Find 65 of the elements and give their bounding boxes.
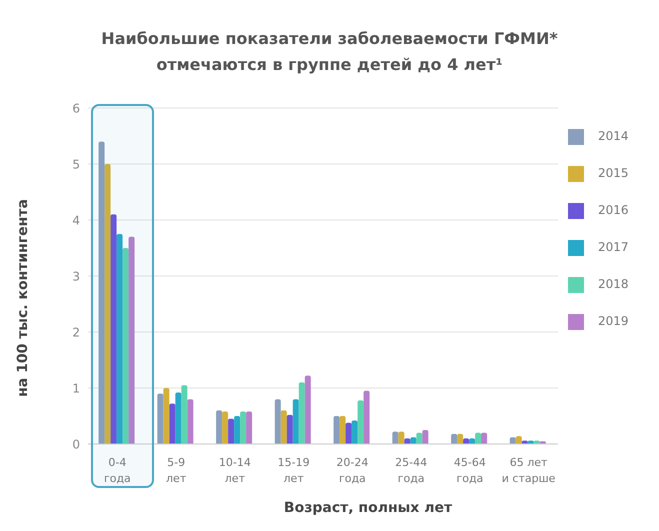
bar [457, 434, 464, 444]
bar [280, 410, 287, 444]
x-tick-label: 20-24 года [336, 456, 368, 485]
x-tick-label: 25-44 года [395, 456, 428, 485]
bar [340, 416, 346, 444]
bar [98, 142, 105, 444]
legend-label: 2015 [598, 166, 629, 180]
bar [346, 422, 352, 444]
chart-title: Наибольшие показатели заболеваемости ГФМИ* отмечаются в группе детей до 4 лет¹ [100, 28, 559, 76]
bar [175, 392, 182, 444]
bar [516, 436, 522, 444]
bar [286, 414, 293, 444]
y-tick-label: 3 [72, 269, 80, 284]
bar [116, 234, 123, 444]
legend-label: 2019 [598, 314, 629, 328]
x-axis-title: Возраст, полных лет [282, 500, 454, 516]
bar [228, 418, 234, 444]
y-tick-label: 0 [72, 437, 80, 452]
x-tick-label: 65 лет и старше [502, 456, 556, 485]
bar [358, 400, 364, 444]
bar [216, 410, 222, 444]
bar [122, 248, 129, 444]
bar [110, 214, 117, 444]
bar [352, 420, 358, 444]
bar [481, 432, 488, 444]
bar [398, 432, 404, 444]
bar [292, 399, 299, 444]
y-tick-label: 5 [72, 157, 80, 172]
bar [364, 390, 370, 444]
x-tick-label: 0-4 года [104, 456, 131, 485]
bar [274, 399, 281, 444]
y-tick-label: 6 [72, 101, 80, 116]
y-tick-label: 2 [72, 325, 80, 340]
x-tick-label: 45-64 года [454, 456, 486, 485]
x-tick-label: 10-14 лет [218, 456, 251, 485]
bar [163, 388, 170, 444]
bar [334, 416, 340, 444]
x-tick-label: 5-9 лет [166, 456, 187, 485]
bar [416, 432, 422, 444]
bar [104, 164, 111, 444]
bar [187, 399, 194, 444]
bar [451, 434, 458, 444]
x-tick-label: 15-19 лет [278, 456, 310, 485]
y-tick-label: 1 [72, 381, 80, 396]
bar [240, 412, 246, 444]
bar [422, 430, 428, 444]
bar [128, 236, 135, 444]
legend-label: 2018 [598, 277, 629, 291]
bar [169, 404, 176, 444]
bar [475, 432, 482, 444]
bar [298, 382, 305, 444]
bar [410, 437, 416, 444]
y-axis-title: на 100 тыс. контингента [15, 199, 32, 397]
legend-label: 2014 [598, 129, 629, 143]
legend-label: 2016 [598, 203, 629, 217]
legend-label: 2017 [598, 240, 629, 254]
bar [246, 412, 252, 444]
bar [304, 376, 311, 444]
bar [181, 385, 188, 444]
y-tick-label: 4 [72, 213, 80, 228]
bar [392, 432, 398, 444]
bar [157, 394, 164, 444]
bar [234, 416, 240, 444]
bar [510, 437, 516, 444]
bar [222, 412, 228, 444]
